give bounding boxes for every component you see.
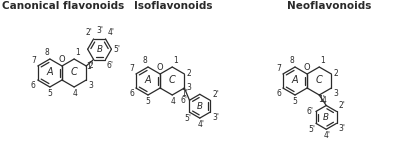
Text: O: O bbox=[304, 63, 310, 73]
Text: B: B bbox=[323, 113, 329, 122]
Text: 8: 8 bbox=[289, 56, 294, 65]
Text: 6: 6 bbox=[276, 89, 281, 98]
Text: 4': 4' bbox=[197, 120, 204, 129]
Text: 2': 2' bbox=[338, 101, 346, 110]
Text: 6': 6' bbox=[180, 96, 188, 105]
Text: 2': 2' bbox=[86, 28, 92, 37]
Text: Neoflavonoids: Neoflavonoids bbox=[287, 1, 371, 11]
Text: 2: 2 bbox=[333, 69, 338, 77]
Text: 7: 7 bbox=[276, 64, 281, 73]
Text: 5': 5' bbox=[308, 125, 315, 134]
Text: 7: 7 bbox=[129, 64, 134, 73]
Text: 3: 3 bbox=[186, 83, 191, 93]
Text: 1': 1' bbox=[318, 94, 325, 104]
Text: 3': 3' bbox=[338, 124, 346, 133]
Text: 5': 5' bbox=[184, 114, 191, 123]
Text: B: B bbox=[197, 102, 203, 111]
Text: 1': 1' bbox=[182, 89, 188, 98]
Text: 3: 3 bbox=[88, 81, 93, 90]
Text: B: B bbox=[96, 45, 102, 54]
Text: 4: 4 bbox=[321, 96, 326, 105]
Text: Isoflavonoids: Isoflavonoids bbox=[134, 1, 212, 11]
Text: O: O bbox=[59, 55, 65, 65]
Text: 1': 1' bbox=[86, 62, 92, 70]
Text: 1: 1 bbox=[173, 56, 178, 65]
Text: 3: 3 bbox=[333, 89, 338, 98]
Text: 2: 2 bbox=[186, 69, 191, 77]
Text: 6: 6 bbox=[31, 81, 36, 90]
Text: 2: 2 bbox=[88, 60, 93, 69]
Text: 2': 2' bbox=[212, 90, 219, 99]
Text: 4: 4 bbox=[73, 89, 78, 98]
Text: 1: 1 bbox=[75, 48, 80, 57]
Text: 4': 4' bbox=[324, 131, 331, 140]
Text: 5: 5 bbox=[292, 97, 298, 106]
Text: 3': 3' bbox=[212, 113, 219, 122]
Text: 5': 5' bbox=[114, 45, 120, 54]
Text: C: C bbox=[71, 67, 78, 77]
Text: 6: 6 bbox=[129, 89, 134, 98]
Text: 5: 5 bbox=[48, 89, 52, 98]
Text: C: C bbox=[316, 75, 323, 85]
Text: O: O bbox=[157, 63, 164, 73]
Text: 7: 7 bbox=[31, 56, 36, 65]
Text: A: A bbox=[145, 75, 151, 85]
Text: Canonical flavonoids: Canonical flavonoids bbox=[2, 1, 124, 11]
Text: A: A bbox=[292, 75, 298, 85]
Text: A: A bbox=[46, 67, 53, 77]
Text: 1: 1 bbox=[320, 56, 325, 65]
Text: C: C bbox=[169, 75, 176, 85]
Text: 3': 3' bbox=[96, 26, 103, 35]
Text: 4': 4' bbox=[108, 28, 114, 37]
Text: 6': 6' bbox=[307, 107, 314, 116]
Text: 4: 4 bbox=[171, 97, 176, 106]
Text: 8: 8 bbox=[44, 48, 49, 57]
Text: 6': 6' bbox=[106, 60, 114, 69]
Text: 5: 5 bbox=[146, 97, 150, 106]
Text: 8: 8 bbox=[142, 56, 147, 65]
